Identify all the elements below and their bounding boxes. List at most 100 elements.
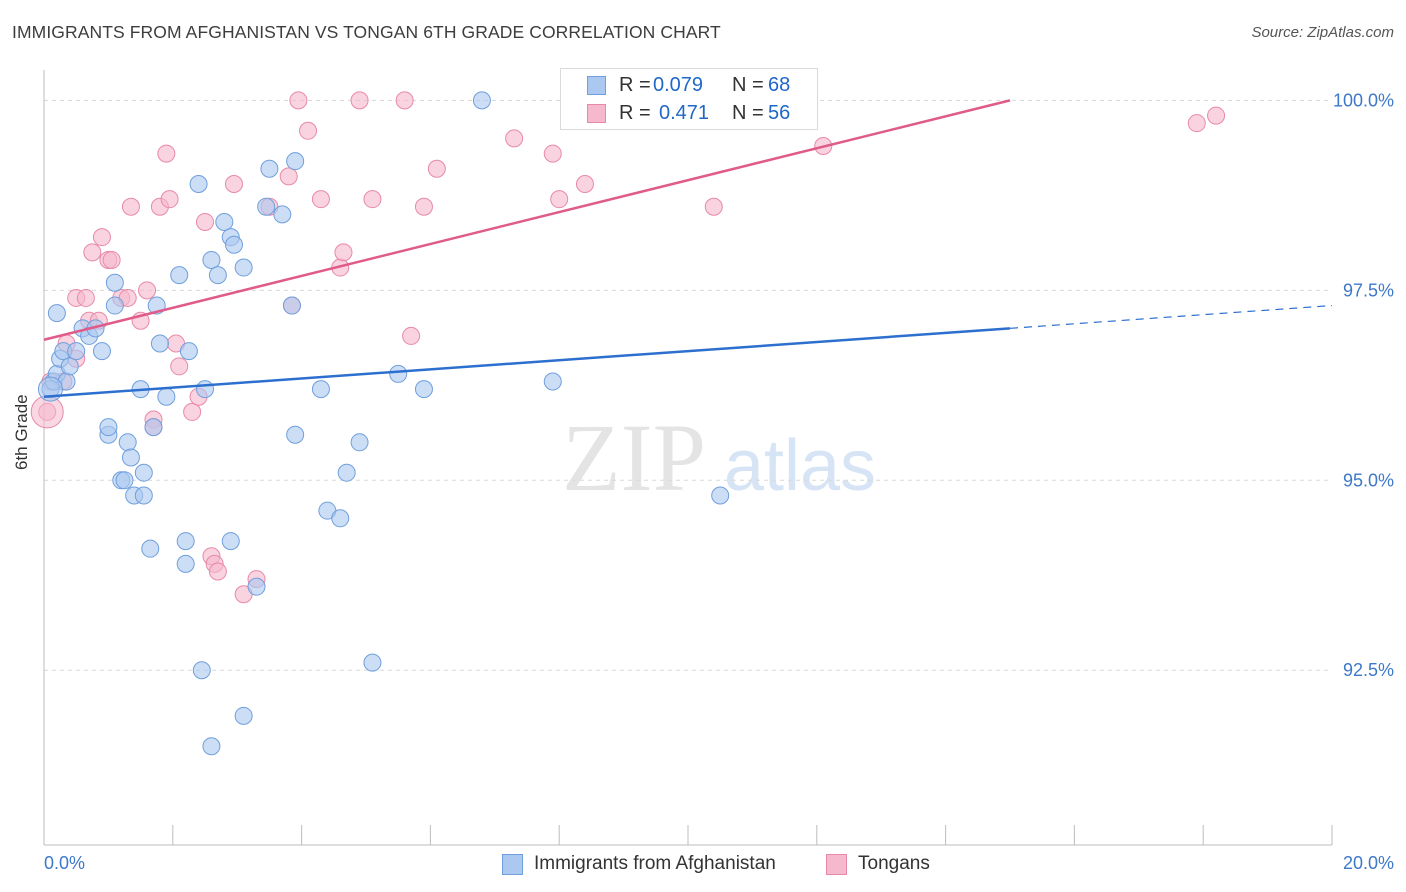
- afghanistan-point: [60, 357, 79, 376]
- afghanistan-point: [543, 372, 562, 391]
- afghanistan-point: [189, 174, 208, 193]
- tongans-point: [196, 212, 214, 231]
- tongans-point: [299, 121, 318, 140]
- watermark: ZIP atlas: [562, 404, 876, 511]
- afghanistan-point: [134, 486, 153, 505]
- tongans-point: [704, 197, 723, 216]
- tongans-point: [550, 190, 569, 209]
- tongans-point: [505, 129, 524, 148]
- afghanistan-point: [273, 205, 292, 224]
- tongans-point: [1207, 106, 1226, 125]
- tongans-point: [414, 197, 433, 216]
- afghanistan-point: [234, 258, 253, 277]
- bottom-legend-label-tongans: Tongans: [858, 853, 930, 874]
- afghanistan-point: [202, 737, 221, 756]
- afghanistan-point: [105, 273, 124, 292]
- bottom-legend-swatch-afghanistan: [502, 854, 523, 875]
- tongans-point: [208, 562, 227, 581]
- tongans-point: [311, 190, 330, 209]
- tongans-point: [1187, 114, 1206, 133]
- trend-lines: [43, 99, 1333, 398]
- tongans-point: [170, 357, 189, 376]
- tongans-point: [279, 167, 298, 186]
- y-tick-label: 100.0%: [1333, 90, 1394, 110]
- afghanistan-point: [202, 250, 221, 269]
- tongans-point: [121, 197, 140, 216]
- legend-r-value: 0.471: [659, 102, 710, 124]
- afghanistan-point: [92, 342, 111, 361]
- tongans-point: [350, 91, 369, 110]
- afghanistan-point: [331, 509, 350, 528]
- afghanistan-point: [711, 486, 730, 505]
- legend-r-label: R =: [619, 74, 651, 96]
- afghanistan-point: [179, 342, 198, 361]
- legend-n-value: 68: [768, 74, 791, 96]
- afghanistan-point: [282, 296, 301, 315]
- source-label: Source: ZipAtlas.com: [1251, 24, 1394, 41]
- tongans-point: [363, 190, 382, 209]
- afghanistan-point: [224, 235, 243, 254]
- legend-n-value: 56: [768, 102, 791, 124]
- tongans-point: [157, 144, 176, 163]
- watermark-atlas: atlas: [724, 426, 876, 506]
- afghanistan-point: [389, 364, 408, 383]
- afghanistan-trend-line: [43, 327, 1011, 398]
- afghanistan-point: [234, 706, 253, 725]
- afghanistan-point: [157, 387, 176, 406]
- tongans-point: [427, 159, 446, 178]
- watermark-zip: ZIP: [562, 404, 706, 511]
- legend-swatch-tongans: [587, 104, 606, 123]
- tongans-point: [575, 174, 594, 193]
- y-axis-label: 6th Grade: [12, 394, 31, 470]
- afghanistan-point: [134, 463, 153, 482]
- legend-r-value: 0.079: [653, 74, 704, 96]
- y-tick-label: 95.0%: [1343, 470, 1394, 490]
- x-tick-label-min: 0.0%: [44, 853, 85, 873]
- afghanistan-point: [170, 266, 189, 285]
- tongans-point: [102, 250, 121, 269]
- tongans-point: [289, 91, 308, 110]
- legend-swatch-afghanistan: [587, 76, 606, 95]
- afghanistan-point: [257, 197, 276, 216]
- afghanistan-point: [121, 448, 140, 467]
- afghanistan-point: [215, 212, 234, 231]
- afghanistan-point: [37, 376, 63, 402]
- afghanistan-point: [47, 304, 66, 323]
- tongans-point: [395, 91, 414, 110]
- y-tick-label: 97.5%: [1343, 280, 1394, 300]
- afghanistan-point: [260, 159, 279, 178]
- x-tick-labels: 0.0% 20.0%: [44, 853, 1394, 873]
- afghanistan-point: [99, 418, 118, 437]
- afghanistan-point: [286, 152, 305, 171]
- bottom-legend-label-afghanistan: Immigrants from Afghanistan: [534, 853, 776, 874]
- x-tick-label-max: 20.0%: [1343, 853, 1394, 873]
- tongans-point: [402, 326, 421, 345]
- tongans-point: [160, 190, 179, 209]
- afghanistan-point: [118, 433, 137, 452]
- afghanistan-trend-extension: [1009, 304, 1333, 329]
- afghanistan-point: [286, 425, 305, 444]
- afghanistan-point: [115, 471, 134, 490]
- legend-n-label: N =: [732, 74, 764, 96]
- tongans-point: [183, 402, 202, 421]
- afghanistan-point: [208, 266, 227, 285]
- y-tick-label: 92.5%: [1343, 660, 1394, 680]
- tongans-point: [224, 174, 243, 193]
- afghanistan-point: [350, 433, 369, 452]
- stats-legend: R = 0.079 N = 68 R = 0.471 N = 56: [560, 68, 818, 130]
- afghanistan-point: [141, 539, 160, 558]
- afghanistan-point: [337, 463, 356, 482]
- afghanistan-point: [176, 554, 195, 573]
- bottom-legend-swatch-tongans: [826, 854, 847, 875]
- tongans-point: [138, 281, 157, 300]
- afghanistan-point: [196, 380, 214, 399]
- afghanistan-point: [221, 532, 240, 551]
- tongans-trend-line: [43, 99, 1011, 341]
- afghanistan-point: [144, 418, 163, 437]
- tongans-point: [334, 243, 353, 262]
- tongans-points: [30, 91, 1226, 604]
- legend-n-label: N =: [732, 102, 764, 124]
- afghanistan-point: [414, 380, 433, 399]
- afghanistan-point: [247, 577, 266, 596]
